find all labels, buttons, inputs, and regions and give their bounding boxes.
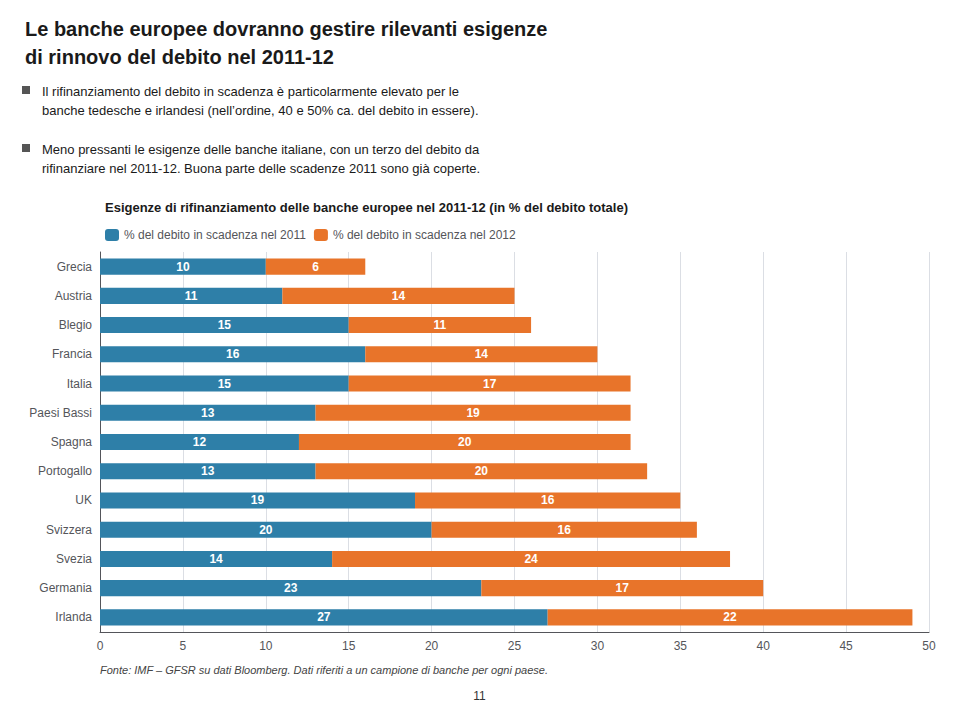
svg-text:13: 13 — [201, 464, 215, 478]
svg-text:Grecia: Grecia — [57, 260, 93, 274]
svg-text:10: 10 — [259, 639, 273, 653]
svg-text:UK: UK — [75, 493, 92, 507]
svg-text:45: 45 — [839, 639, 853, 653]
svg-text:50: 50 — [922, 639, 936, 653]
svg-text:19: 19 — [466, 406, 480, 420]
svg-text:20: 20 — [458, 435, 472, 449]
svg-text:6: 6 — [312, 260, 319, 274]
svg-text:27: 27 — [317, 610, 331, 624]
svg-text:rifinanziare nel 2011-12. Buon: rifinanziare nel 2011-12. Buona parte de… — [42, 161, 480, 176]
svg-text:14: 14 — [475, 347, 489, 361]
svg-text:Italia: Italia — [67, 377, 93, 391]
svg-text:12: 12 — [193, 435, 207, 449]
svg-text:11: 11 — [434, 318, 447, 332]
svg-text:15: 15 — [218, 318, 232, 332]
svg-text:Le banche europee dovranno ges: Le banche europee dovranno gestire rilev… — [25, 18, 547, 40]
svg-text:5: 5 — [180, 639, 187, 653]
svg-text:Austria: Austria — [55, 289, 93, 303]
svg-text:15: 15 — [342, 639, 356, 653]
svg-text:16: 16 — [226, 347, 240, 361]
svg-text:% del debito in scadenza nel 2: % del debito in scadenza nel 2012 — [333, 228, 516, 242]
svg-text:30: 30 — [591, 639, 605, 653]
svg-text:Portogallo: Portogallo — [38, 464, 92, 478]
svg-text:% del debito in scadenza nel 2: % del debito in scadenza nel 2011 — [124, 228, 306, 242]
svg-text:23: 23 — [284, 581, 298, 595]
svg-text:20: 20 — [259, 523, 273, 537]
svg-text:Francia: Francia — [52, 347, 92, 361]
svg-text:14: 14 — [392, 289, 406, 303]
svg-text:Svezia: Svezia — [56, 552, 92, 566]
svg-text:Paesi Bassi: Paesi Bassi — [29, 406, 92, 420]
svg-text:10: 10 — [176, 260, 190, 274]
svg-text:17: 17 — [483, 377, 497, 391]
svg-text:24: 24 — [524, 552, 538, 566]
svg-text:Fonte: IMF – GFSR su dati Bloo: Fonte: IMF – GFSR su dati Bloomberg. Dat… — [100, 664, 548, 676]
svg-text:11: 11 — [185, 289, 198, 303]
svg-text:banche tedesche e irlandesi (n: banche tedesche e irlandesi (nell’ordine… — [42, 103, 479, 118]
svg-text:17: 17 — [616, 581, 630, 595]
svg-text:Blegio: Blegio — [59, 318, 93, 332]
svg-text:16: 16 — [558, 523, 572, 537]
svg-text:11: 11 — [473, 689, 486, 703]
svg-text:Meno pressanti le esigenze del: Meno pressanti le esigenze delle banche … — [42, 142, 480, 157]
svg-text:di rinnovo del debito nel 2011: di rinnovo del debito nel 2011-12 — [25, 46, 334, 68]
svg-text:Irlanda: Irlanda — [55, 610, 92, 624]
svg-text:40: 40 — [757, 639, 771, 653]
svg-text:15: 15 — [218, 377, 232, 391]
svg-text:19: 19 — [251, 493, 265, 507]
svg-text:Il rifinanziamento del debito: Il rifinanziamento del debito in scadenz… — [42, 84, 459, 99]
svg-text:0: 0 — [97, 639, 104, 653]
svg-text:13: 13 — [201, 406, 215, 420]
svg-text:20: 20 — [425, 639, 439, 653]
svg-text:Germania: Germania — [39, 581, 92, 595]
svg-text:Spagna: Spagna — [51, 435, 93, 449]
svg-text:Esigenze di rifinanziamento de: Esigenze di rifinanziamento delle banche… — [105, 200, 628, 215]
svg-text:35: 35 — [674, 639, 688, 653]
svg-text:16: 16 — [541, 493, 555, 507]
svg-text:20: 20 — [475, 464, 489, 478]
svg-text:22: 22 — [723, 610, 737, 624]
svg-text:25: 25 — [508, 639, 522, 653]
svg-text:14: 14 — [209, 552, 223, 566]
svg-text:Svizzera: Svizzera — [46, 523, 92, 537]
